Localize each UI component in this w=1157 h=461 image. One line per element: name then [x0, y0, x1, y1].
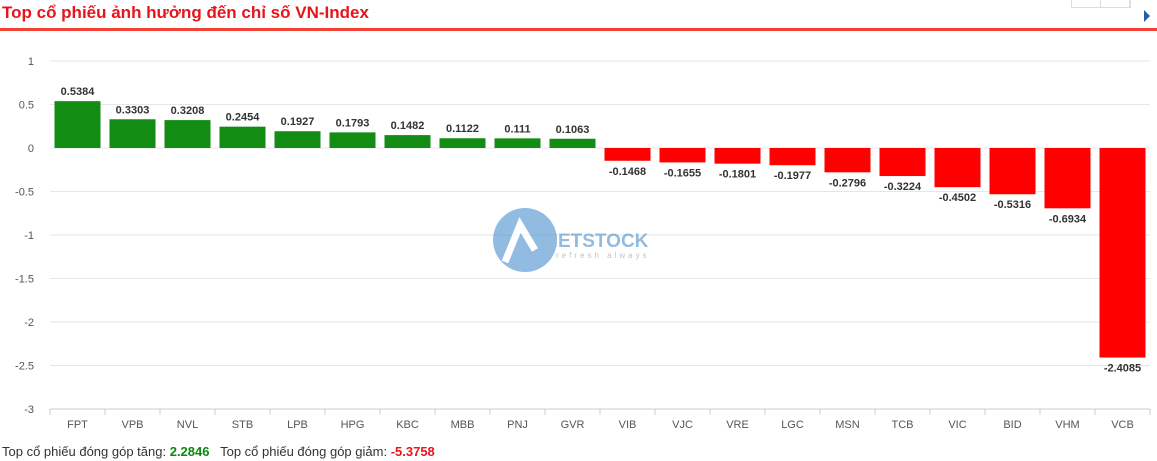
data-label: -0.6934: [1049, 213, 1087, 225]
x-tick-label: STB: [232, 419, 253, 431]
x-tick-label: VCB: [1111, 419, 1134, 431]
x-tick-label: VPB: [121, 419, 143, 431]
bar-HPG: [329, 132, 376, 148]
y-tick-label: 1: [28, 56, 34, 68]
data-label: 0.1793: [336, 117, 370, 129]
bar-LPB: [274, 131, 321, 148]
data-label: -0.4502: [939, 192, 976, 204]
x-tick-label: KBC: [396, 419, 419, 431]
y-tick-label: -2.5: [15, 361, 34, 373]
y-tick-label: -0.5: [15, 187, 34, 199]
bar-VRE: [714, 148, 761, 164]
bar-KBC: [384, 135, 431, 148]
data-label: -0.1977: [774, 170, 811, 182]
bar-GVR: [549, 138, 596, 148]
bar-VCB: [1099, 148, 1146, 358]
data-label: 0.1063: [556, 124, 590, 136]
x-tick-label: VHM: [1055, 419, 1079, 431]
data-label: -2.4085: [1104, 363, 1141, 375]
y-tick-label: -1.5: [15, 274, 34, 286]
up-label: Top cổ phiếu đóng góp tăng:: [2, 444, 167, 459]
x-tick-label: GVR: [561, 419, 585, 431]
down-value: -5.3758: [390, 444, 435, 459]
x-tick-label: VIB: [619, 419, 637, 431]
watermark-tagline: refresh always: [556, 251, 650, 260]
bar-LGC: [769, 148, 816, 166]
y-tick-label: -2: [24, 317, 34, 329]
prev-button[interactable]: [1072, 0, 1101, 7]
watermark-arrow-icon: [501, 217, 539, 264]
bar-MSN: [824, 148, 871, 173]
data-label: 0.1927: [281, 116, 315, 128]
bar-VJC: [659, 148, 706, 163]
y-tick-label: -3: [24, 404, 34, 416]
bar-FPT: [54, 101, 101, 148]
bar-VIB: [604, 148, 651, 161]
data-label: 0.2454: [226, 112, 261, 124]
x-tick-label: MBB: [451, 419, 475, 431]
data-label: 0.3303: [116, 104, 150, 116]
data-label: -0.5316: [994, 199, 1031, 211]
footer-summary: Top cổ phiếu đóng góp tăng: 2.2846 Top c…: [2, 444, 435, 459]
data-label: -0.1655: [664, 167, 701, 179]
x-tick-label: VIC: [948, 419, 966, 431]
bar-TCB: [879, 148, 926, 177]
bar-MBB: [439, 138, 486, 148]
data-label: 0.1122: [446, 123, 479, 135]
data-label: 0.111: [504, 123, 530, 135]
y-tick-label: 0.5: [19, 100, 34, 112]
bar-PNJ: [494, 138, 541, 148]
x-tick-label: LPB: [287, 419, 308, 431]
bar-STB: [219, 126, 266, 148]
watermark-text: VIETSTOCK: [540, 231, 649, 252]
nav-buttons: [1071, 0, 1131, 8]
x-tick-label: FPT: [67, 419, 88, 431]
bar-VPB: [109, 119, 156, 148]
bar-BID: [989, 148, 1036, 195]
x-tick-label: HPG: [341, 419, 365, 431]
vietstock-watermark: VIETSTOCK refresh always: [493, 208, 650, 272]
x-tick-label: VRE: [726, 419, 749, 431]
data-label: -0.1468: [609, 166, 646, 178]
data-label: -0.3224: [884, 181, 922, 193]
x-tick-label: NVL: [177, 419, 198, 431]
data-label: -0.1801: [719, 169, 756, 181]
data-label: 0.3208: [171, 105, 205, 117]
chart-title: Top cổ phiếu ảnh hưởng đến chỉ số VN-Ind…: [2, 3, 369, 22]
next-button[interactable]: [1101, 0, 1130, 7]
x-tick-label: PNJ: [507, 419, 528, 431]
y-tick-label: 0: [28, 143, 34, 155]
data-label: -0.2796: [829, 177, 866, 189]
x-tick-label: BID: [1003, 419, 1021, 431]
x-tick-label: VJC: [672, 419, 693, 431]
data-label: 0.1482: [391, 120, 425, 132]
x-tick-label: TCB: [892, 419, 914, 431]
bar-chart: 1 0.5 0 -0.5 -1 -1.5 -2 -2.5 -3 0.5384 FPT 0.3303 VP…: [15, 56, 1151, 431]
bar-NVL: [164, 120, 211, 148]
play-arrow-icon[interactable]: [1144, 10, 1150, 22]
data-label: 0.5384: [61, 86, 96, 98]
bar-VIC: [934, 148, 981, 188]
x-tick-label: MSN: [835, 419, 860, 431]
x-tick-label: LGC: [781, 419, 804, 431]
down-label: Top cổ phiếu đóng góp giảm:: [220, 444, 388, 459]
up-value: 2.2846: [169, 444, 210, 459]
y-tick-label: -1: [24, 230, 34, 242]
title-underline: [0, 28, 1157, 31]
bar-VHM: [1044, 148, 1091, 209]
